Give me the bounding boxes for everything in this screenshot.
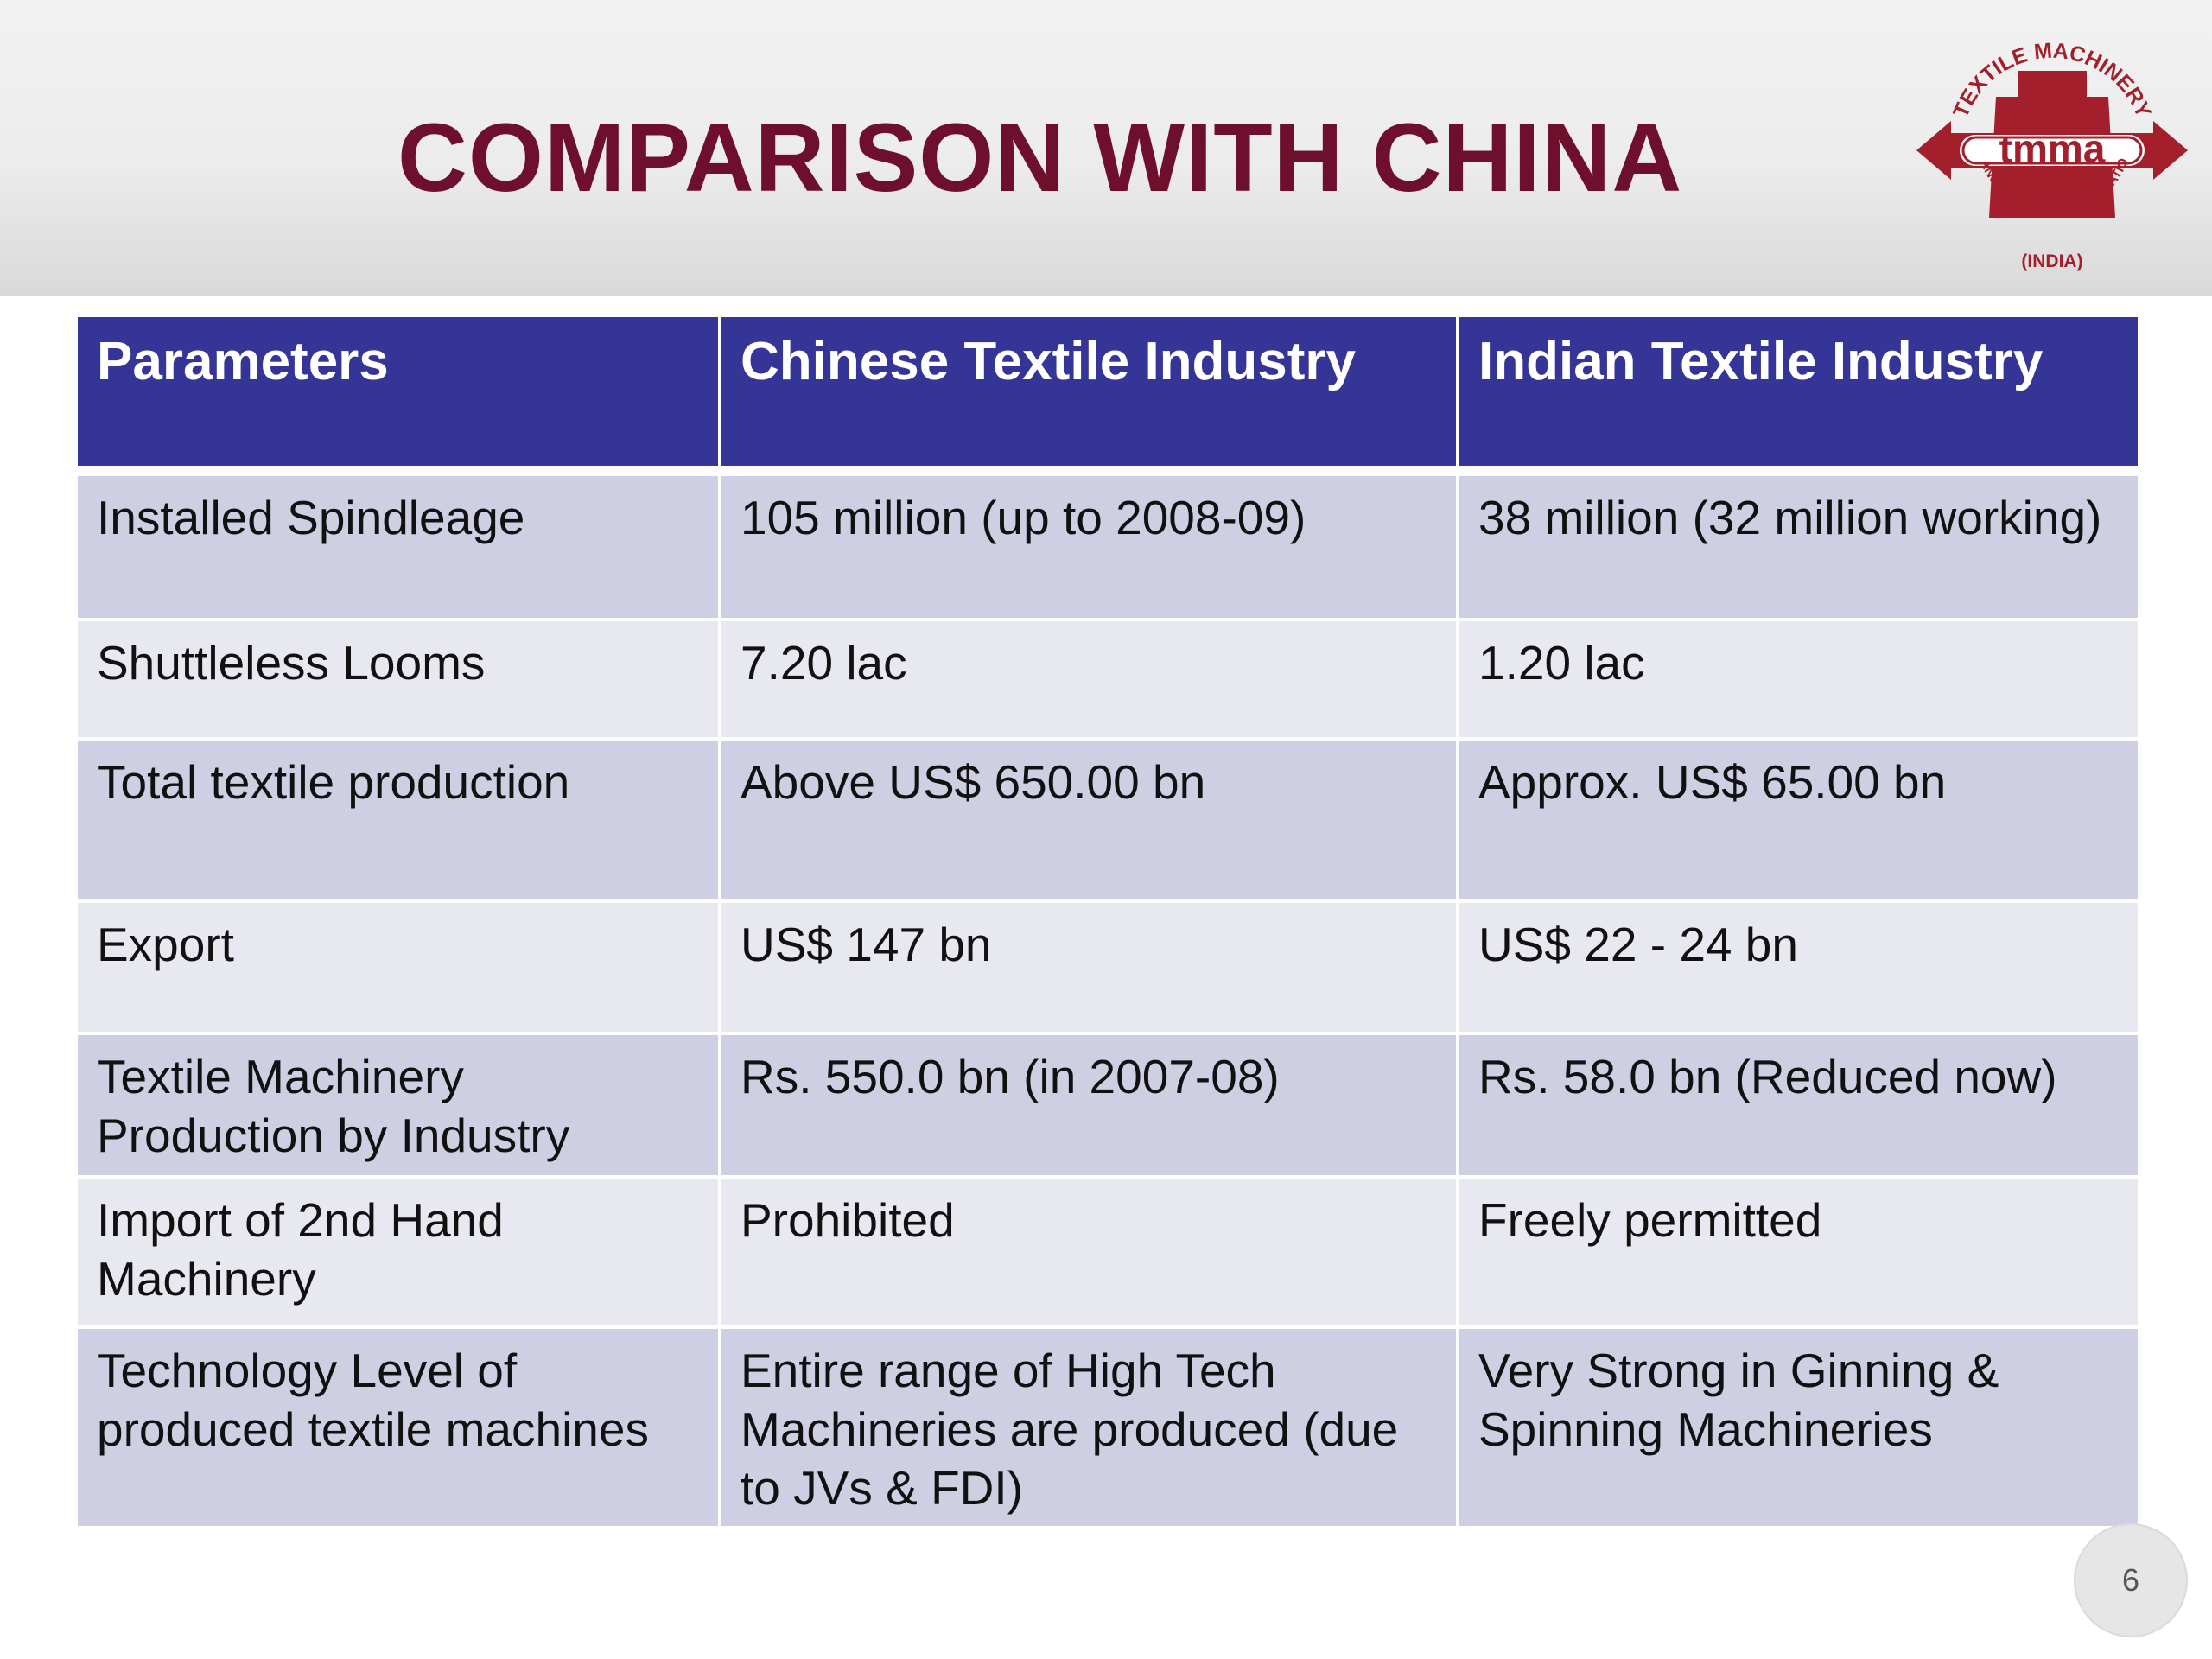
table-header-row: Parameters Chinese Textile Industry Indi… <box>74 314 2141 476</box>
header-parameters: Parameters <box>74 314 721 476</box>
logo-tmma-text: tmma <box>1999 126 2106 171</box>
cell-india: 1.20 lac <box>1456 618 2141 741</box>
slide-header-band <box>0 0 2212 296</box>
cell-china: Above US$ 650.00 bn <box>718 737 1459 903</box>
cell-china: Entire range of High Tech Machineries ar… <box>718 1325 1459 1529</box>
cell-india: 38 million (32 million working) <box>1456 469 2141 621</box>
table-row: Textile Machinery Production by Industry… <box>74 1032 2141 1179</box>
table-row: Shuttleless Looms 7.20 lac 1.20 lac <box>74 618 2141 741</box>
logo-country-text: (INDIA) <box>2021 251 2082 271</box>
cell-china: Prohibited <box>718 1175 1459 1329</box>
page-number-badge: 6 <box>2074 1523 2188 1637</box>
cell-china: 105 million (up to 2008-09) <box>718 469 1459 621</box>
cell-parameter: Export <box>74 899 721 1035</box>
tmma-logo-icon: tmma TEXTILE MACHINERY MANUFACTURERS' AS… <box>1901 19 2188 271</box>
cell-india: Approx. US$ 65.00 bn <box>1456 737 2141 903</box>
cell-parameter: Total textile production <box>74 737 721 903</box>
comparison-table: Parameters Chinese Textile Industry Indi… <box>74 314 2141 1529</box>
header-indian-textile-industry: Indian Textile Industry <box>1456 314 2141 476</box>
header-chinese-textile-industry: Chinese Textile Industry <box>718 314 1459 476</box>
cell-india: Freely permitted <box>1456 1175 2141 1329</box>
cell-china: US$ 147 bn <box>718 899 1459 1035</box>
cell-china: Rs. 550.0 bn (in 2007-08) <box>718 1032 1459 1179</box>
cell-parameter: Installed Spindleage <box>74 469 721 621</box>
cell-parameter: Import of 2nd Hand Machinery <box>74 1175 721 1329</box>
table-row: Export US$ 147 bn US$ 22 - 24 bn <box>74 899 2141 1035</box>
cell-parameter: Technology Level of produced textile mac… <box>74 1325 721 1529</box>
table-row: Installed Spindleage 105 million (up to … <box>74 469 2141 621</box>
table-row: Total textile production Above US$ 650.0… <box>74 737 2141 903</box>
cell-parameter: Shuttleless Looms <box>74 618 721 741</box>
table-row: Technology Level of produced textile mac… <box>74 1325 2141 1529</box>
cell-china: 7.20 lac <box>718 618 1459 741</box>
cell-parameter: Textile Machinery Production by Industry <box>74 1032 721 1179</box>
cell-india: US$ 22 - 24 bn <box>1456 899 2141 1035</box>
cell-india: Rs. 58.0 bn (Reduced now) <box>1456 1032 2141 1179</box>
cell-india: Very Strong in Ginning & Spinning Machin… <box>1456 1325 2141 1529</box>
slide-title: COMPARISON WITH CHINA <box>397 104 1683 212</box>
table-row: Import of 2nd Hand Machinery Prohibited … <box>74 1175 2141 1329</box>
